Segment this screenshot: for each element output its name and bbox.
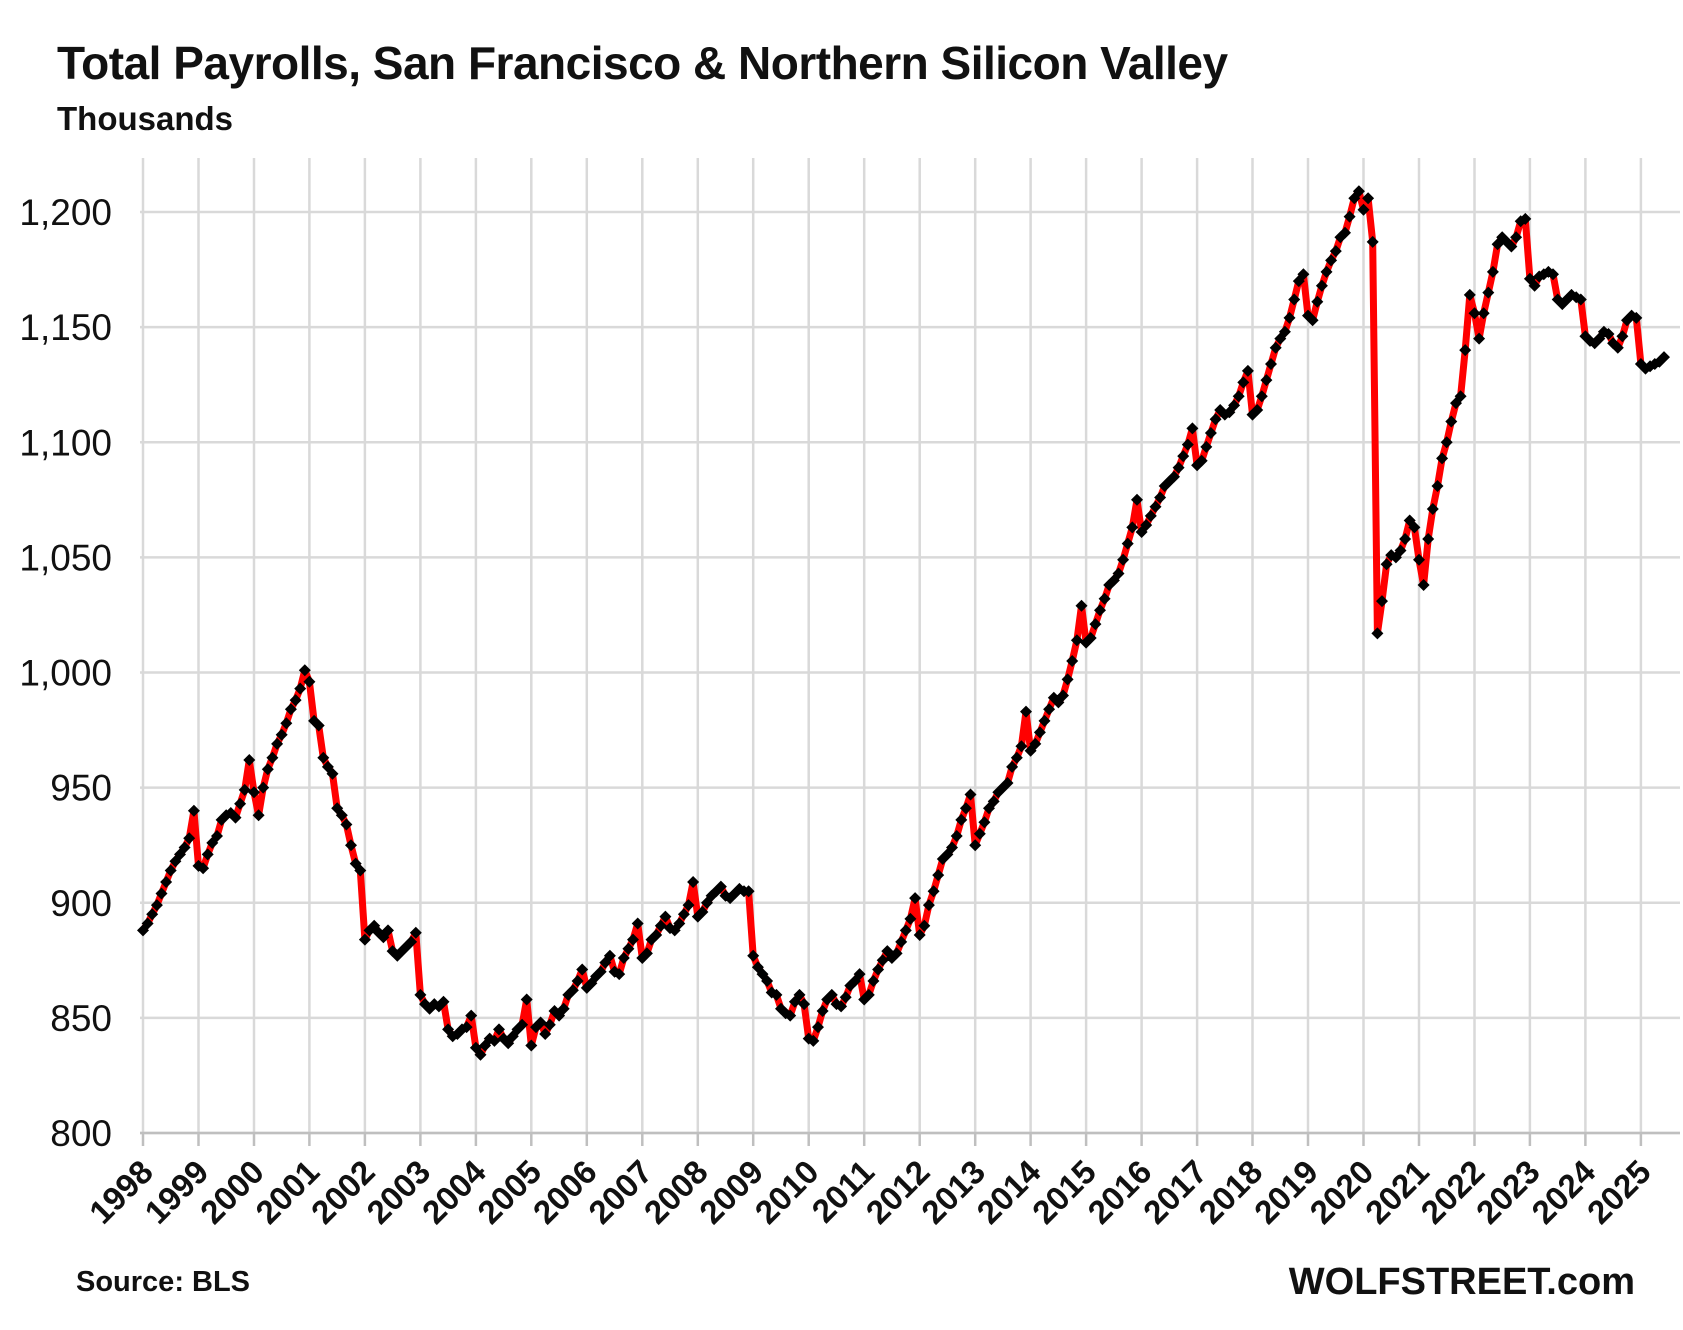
chart-title: Total Payrolls, San Francisco & Northern… (57, 37, 1228, 89)
svg-text:2006: 2006 (526, 1153, 604, 1231)
svg-text:2013: 2013 (914, 1153, 992, 1231)
svg-text:800: 800 (50, 1113, 112, 1154)
svg-text:2019: 2019 (1247, 1153, 1325, 1231)
svg-text:2003: 2003 (359, 1153, 437, 1231)
source-label: Source: BLS (76, 1266, 251, 1298)
svg-text:2004: 2004 (415, 1152, 494, 1231)
svg-text:2002: 2002 (304, 1153, 382, 1231)
svg-text:2015: 2015 (1025, 1153, 1103, 1231)
svg-text:2009: 2009 (692, 1153, 770, 1231)
svg-text:2014: 2014 (969, 1152, 1048, 1231)
svg-text:1,100: 1,100 (19, 422, 112, 463)
svg-text:1999: 1999 (137, 1153, 215, 1231)
svg-text:2008: 2008 (637, 1153, 715, 1231)
svg-text:2001: 2001 (248, 1153, 326, 1231)
svg-text:2017: 2017 (1136, 1153, 1214, 1231)
svg-text:2018: 2018 (1191, 1153, 1269, 1231)
svg-text:2012: 2012 (859, 1153, 937, 1231)
chart-units-label: Thousands (57, 100, 234, 137)
svg-text:2021: 2021 (1358, 1153, 1436, 1231)
svg-text:1,200: 1,200 (19, 192, 112, 233)
svg-text:2007: 2007 (581, 1153, 659, 1231)
svg-text:950: 950 (50, 768, 112, 809)
svg-text:2024: 2024 (1524, 1152, 1603, 1231)
svg-text:2005: 2005 (470, 1153, 548, 1231)
svg-text:2022: 2022 (1413, 1153, 1491, 1231)
svg-text:1998: 1998 (82, 1153, 160, 1231)
svg-text:2023: 2023 (1469, 1153, 1547, 1231)
svg-text:850: 850 (50, 998, 112, 1039)
svg-text:1,150: 1,150 (19, 307, 112, 348)
svg-text:2016: 2016 (1080, 1153, 1158, 1231)
svg-text:2011: 2011 (804, 1153, 881, 1230)
watermark-label: WOLFSTREET.com (1288, 1261, 1635, 1303)
svg-text:900: 900 (50, 883, 112, 924)
svg-text:2020: 2020 (1302, 1153, 1380, 1231)
svg-text:2010: 2010 (748, 1153, 826, 1231)
svg-text:1,050: 1,050 (19, 537, 112, 578)
svg-text:2025: 2025 (1580, 1153, 1658, 1231)
svg-text:2000: 2000 (193, 1153, 271, 1231)
svg-text:1,000: 1,000 (19, 653, 112, 694)
